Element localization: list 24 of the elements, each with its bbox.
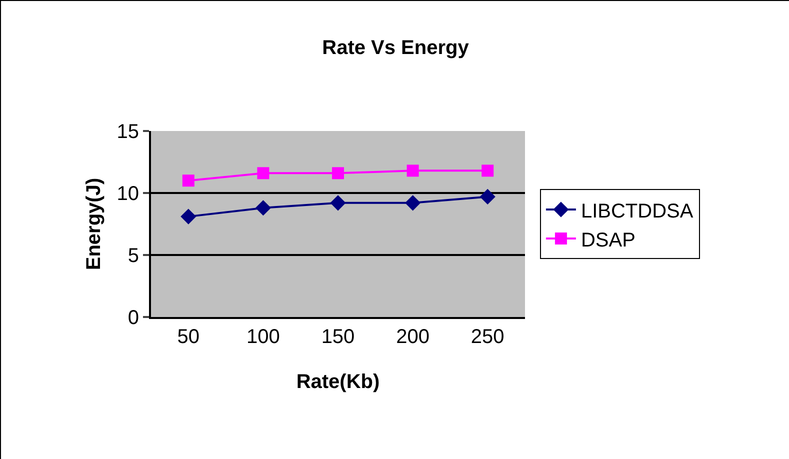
chart-title: Rate Vs Energy xyxy=(322,36,470,59)
point xyxy=(405,195,421,211)
point xyxy=(482,164,494,177)
y-tick-label: 5 xyxy=(128,245,139,267)
y-axis-title: Energy(J) xyxy=(83,178,105,270)
point xyxy=(332,167,344,180)
point xyxy=(180,208,196,224)
point xyxy=(257,167,270,180)
legend-label: DSAP xyxy=(580,229,636,252)
y-tick-label: 10 xyxy=(116,183,139,205)
x-tick-label: 250 xyxy=(470,326,504,348)
point xyxy=(330,195,346,211)
point xyxy=(406,164,419,177)
x-axis-title: Rate(Kb) xyxy=(296,371,380,393)
x-tick-label: 200 xyxy=(396,326,430,348)
y-tick-label: 15 xyxy=(116,121,139,143)
legend-label: LIBCTDDSA xyxy=(580,200,694,222)
point xyxy=(480,188,496,205)
point xyxy=(255,200,271,216)
x-tick-label: 50 xyxy=(177,326,200,348)
x-tick-label: 150 xyxy=(321,326,355,348)
point xyxy=(182,174,194,187)
y-tick-label: 0 xyxy=(128,307,139,329)
x-tick-label: 100 xyxy=(246,326,280,348)
